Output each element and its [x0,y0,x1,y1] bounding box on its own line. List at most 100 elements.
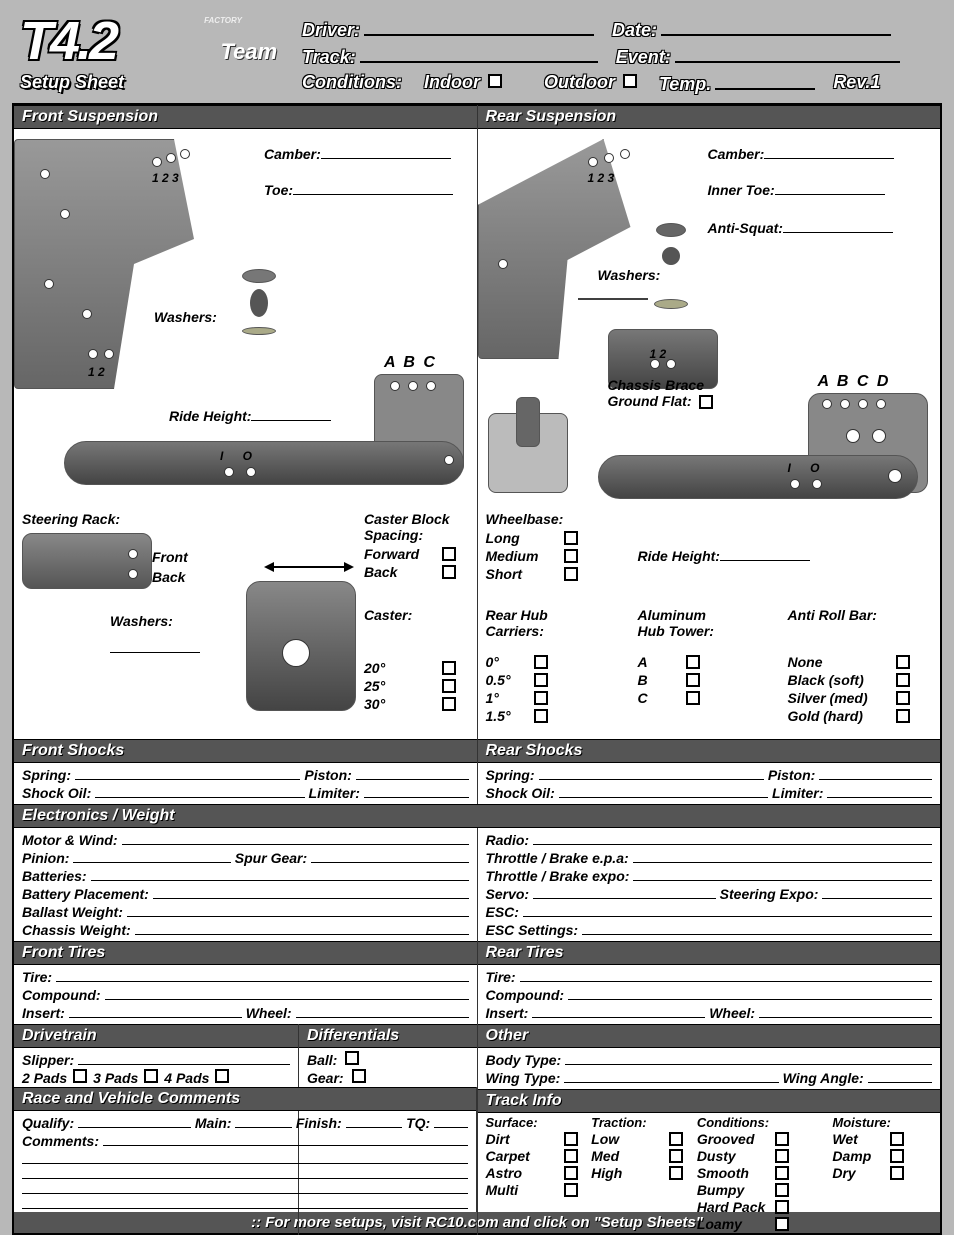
tbumpy-cb[interactable] [775,1183,789,1197]
temp-lbl: Temp. [659,74,711,95]
dball-cb[interactable] [345,1051,359,1065]
dgear: Gear: [307,1070,344,1086]
cfwd-cb[interactable] [442,547,456,561]
fcamber-line[interactable] [321,145,451,159]
rride: Ride Height: [638,548,720,564]
rcamber-line[interactable] [764,145,894,159]
tmulti-cb[interactable] [564,1183,578,1197]
tcarpet-cb[interactable] [564,1149,578,1163]
tastro-cb[interactable] [564,1166,578,1180]
wlong-cb[interactable] [564,531,578,545]
rc0: 0° [486,654,526,670]
p4: 4 Pads [164,1070,209,1086]
thigh: High [591,1165,661,1181]
race-banner: Race and Vehicle Comments [14,1087,476,1111]
rc0-cb[interactable] [534,655,548,669]
rinntoe: Inner Toe: [708,182,775,198]
fwheel: Wheel: [246,1005,292,1021]
dgear-cb[interactable] [352,1069,366,1083]
thard-cb[interactable] [775,1200,789,1214]
arbblack: Black (soft) [788,672,888,688]
rear-susp-banner: Rear Suspension [478,105,941,129]
twet-cb[interactable] [890,1132,904,1146]
gflat-cb[interactable] [699,395,713,409]
cback-cb[interactable] [442,565,456,579]
rev-lbl: Rev.1 [833,72,880,93]
c30-cb[interactable] [442,697,456,711]
front-susp-area: 1 2 3 1 2 Camber: Toe: Washers: A B C Ri… [14,129,478,739]
other-banner: Other [478,1024,941,1048]
indoor-cb[interactable] [488,74,502,88]
outdoor-cb[interactable] [623,74,637,88]
fshocks-banner: Front Shocks [14,739,477,763]
htb-cb[interactable] [686,673,700,687]
espur: Spur Gear: [235,850,307,866]
ranti-line[interactable] [783,219,893,233]
rc1-cb[interactable] [534,691,548,705]
wmed: Medium [486,548,556,564]
tdusty-cb[interactable] [775,1149,789,1163]
tlow-cb[interactable] [669,1132,683,1146]
rc05-cb[interactable] [534,673,548,687]
arbgold-cb[interactable] [896,709,910,723]
rc15-cb[interactable] [534,709,548,723]
tsmooth-cb[interactable] [775,1166,789,1180]
tdirt-cb[interactable] [564,1132,578,1146]
alum: Aluminum [638,607,706,623]
eservo: Servo: [486,886,530,902]
track-line[interactable] [360,45,598,63]
arbblack-cb[interactable] [896,673,910,687]
rinntoe-line[interactable] [775,181,885,195]
tmed-cb[interactable] [669,1149,683,1163]
thigh-cb[interactable] [669,1166,683,1180]
wlong: Long [486,530,556,546]
tcond: Conditions: [697,1115,827,1130]
wshort: Short [486,566,556,582]
tgroov: Grooved [697,1131,767,1147]
p2-cb[interactable] [73,1069,87,1083]
elec-banner: Electronics / Weight [14,804,940,828]
c25-cb[interactable] [442,679,456,693]
c30: 30° [364,696,434,712]
event-line[interactable] [675,45,900,63]
tdusty: Dusty [697,1148,767,1164]
rear-susp-area: 1 2 3 Camber: Inner Toe: Anti-Squat: Was… [478,129,941,739]
n12: 1 2 [88,365,105,379]
wmed-cb[interactable] [564,549,578,563]
arbnone-cb[interactable] [896,655,910,669]
logo-team: Team [221,39,278,65]
fride: Ride Height: [169,408,251,424]
date-line[interactable] [661,18,891,36]
c20-cb[interactable] [442,661,456,675]
fwashers: Washers: [154,309,217,325]
rshocks-banner: Rear Shocks [478,739,941,763]
rwheel: Wheel: [709,1005,755,1021]
rhub: Rear Hub [486,607,548,623]
wshort-cb[interactable] [564,567,578,581]
tdamp-cb[interactable] [890,1149,904,1163]
temp-line[interactable] [715,72,815,90]
tastro: Astro [486,1165,556,1181]
driver-line[interactable] [364,18,594,36]
hta-cb[interactable] [686,655,700,669]
tloamy-cb[interactable] [775,1217,789,1231]
htc-cb[interactable] [686,691,700,705]
fpi: Piston: [304,767,351,783]
c20: 20° [364,660,434,676]
arbsilver-cb[interactable] [896,691,910,705]
p3-cb[interactable] [144,1069,158,1083]
fw-line[interactable] [110,639,200,653]
rc15: 1.5° [486,708,526,724]
tmulti: Multi [486,1182,556,1198]
ftoe-line[interactable] [293,181,453,195]
tgroov-cb[interactable] [775,1132,789,1146]
fride-line[interactable] [251,407,331,421]
cback: Back [364,564,434,580]
rride-line[interactable] [720,547,810,561]
tdry-cb[interactable] [890,1166,904,1180]
htb: B [638,672,678,688]
p4-cb[interactable] [215,1069,229,1083]
ftoe: Toe: [264,182,293,198]
arbgold: Gold (hard) [788,708,888,724]
rtires-banner: Rear Tires [478,941,941,965]
